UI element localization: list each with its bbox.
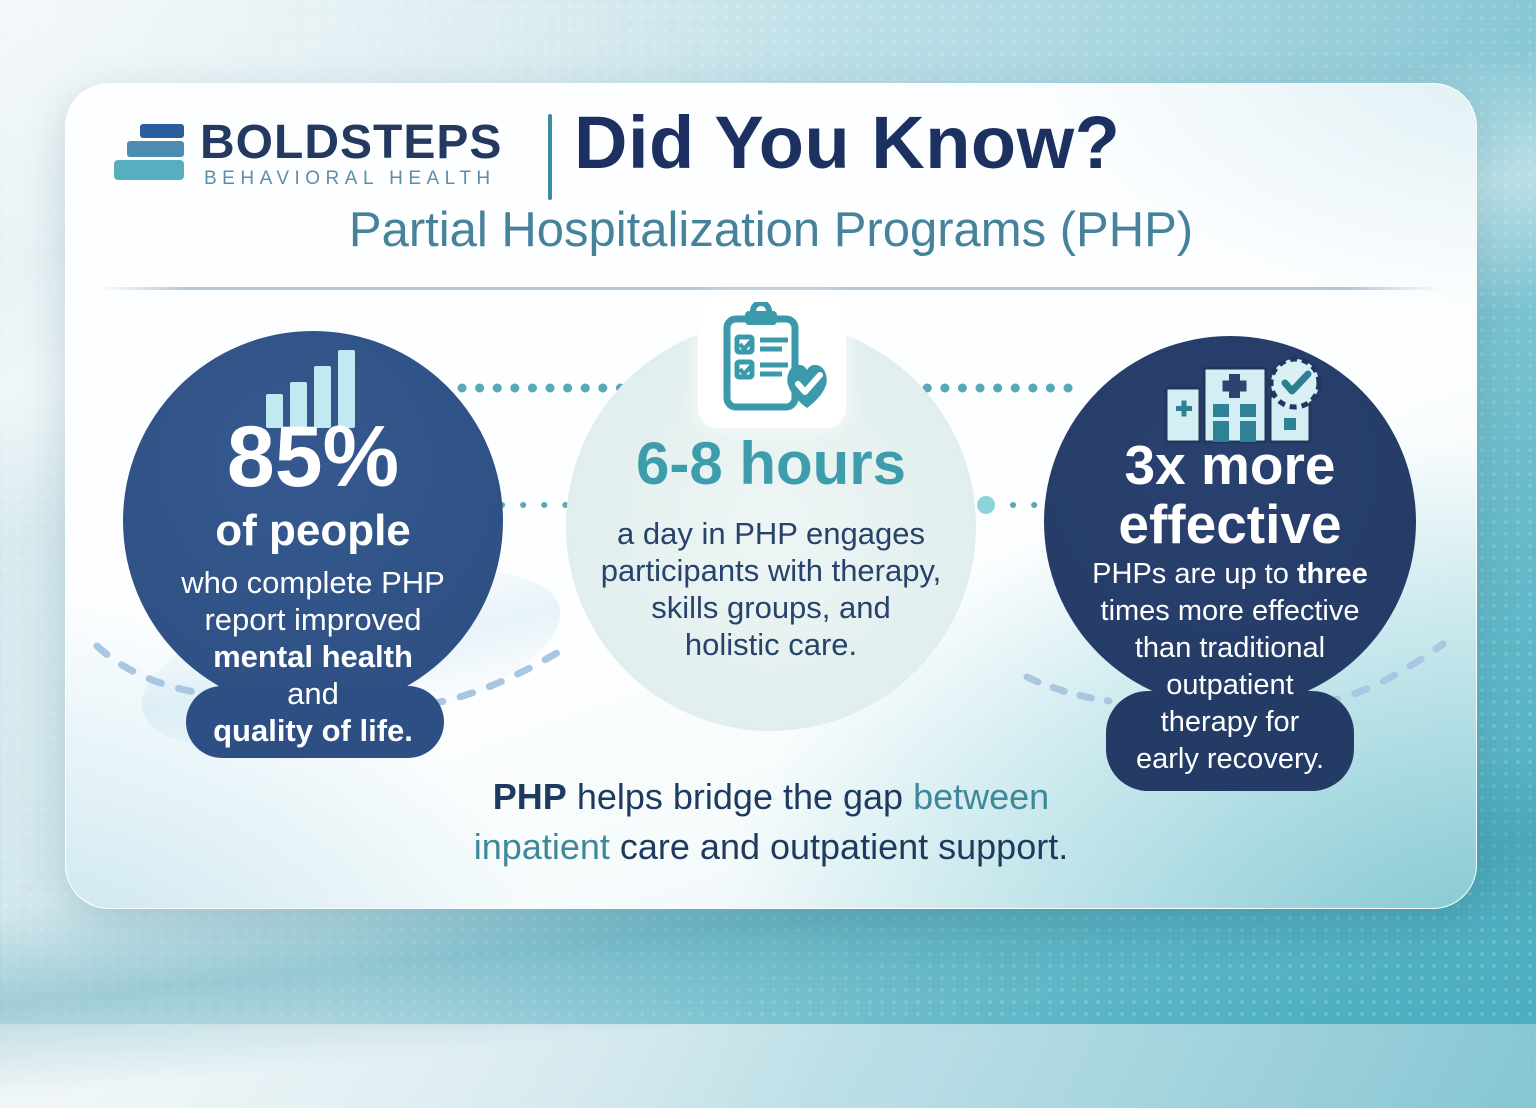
header-rule xyxy=(96,287,1442,290)
stat-line: outpatient xyxy=(1166,668,1294,701)
stat-line: holistic care. xyxy=(684,627,858,662)
stat-line: than traditional xyxy=(1134,631,1326,664)
brand-tagline: BEHAVIORAL HEALTH xyxy=(204,168,496,189)
stat-value-sub: of people xyxy=(215,506,411,555)
page-title: Did You Know? xyxy=(574,101,1121,184)
stat-value: 6-8 hours xyxy=(635,430,907,497)
stat-circle-85 xyxy=(123,331,503,711)
boldsteps-logo-icon xyxy=(114,124,184,180)
stat-line: PHPs are up to three xyxy=(1092,557,1368,590)
stat-value: effective xyxy=(1118,492,1342,555)
infographic-card: BOLDSTEPS BEHAVIORAL HEALTH Did You Know… xyxy=(65,83,1477,909)
icon-glow xyxy=(698,296,846,428)
stat-bubble-85 xyxy=(186,686,444,758)
stat-line: and xyxy=(287,676,339,711)
footer-message: PHP helps bridge the gap between inpatie… xyxy=(473,776,1069,867)
stat-text-3x: 3x more effective PHPs are up to three t… xyxy=(1044,436,1416,778)
stat-line: times more effective xyxy=(1100,594,1360,627)
header-divider xyxy=(548,114,552,200)
stat-line: participants with therapy, xyxy=(600,553,942,588)
page-subtitle: Partial Hospitalization Programs (PHP) xyxy=(348,203,1194,257)
stat-bubble-3x xyxy=(1106,691,1354,791)
stat-line: skills groups, and xyxy=(651,590,891,625)
stat-line: who complete PHP xyxy=(181,565,445,600)
brand-name: BOLDSTEPS xyxy=(200,116,503,169)
footer-php: PHP xyxy=(492,776,567,817)
stat-text-hours: 6-8 hours a day in PHP engages participa… xyxy=(571,432,971,663)
stat-value: 85% xyxy=(226,409,400,505)
stat-text-85: 85% of people who complete PHP report im… xyxy=(118,414,508,749)
stat-value: 3x more xyxy=(1124,434,1336,496)
stat-line: report improved xyxy=(204,602,422,637)
stat-line: quality of life. xyxy=(213,713,413,748)
stat-line: mental health xyxy=(213,639,413,674)
stat-line: early recovery. xyxy=(1135,742,1325,775)
stat-line: therapy for xyxy=(1160,705,1300,738)
stat-line: a day in PHP engages xyxy=(617,516,925,551)
